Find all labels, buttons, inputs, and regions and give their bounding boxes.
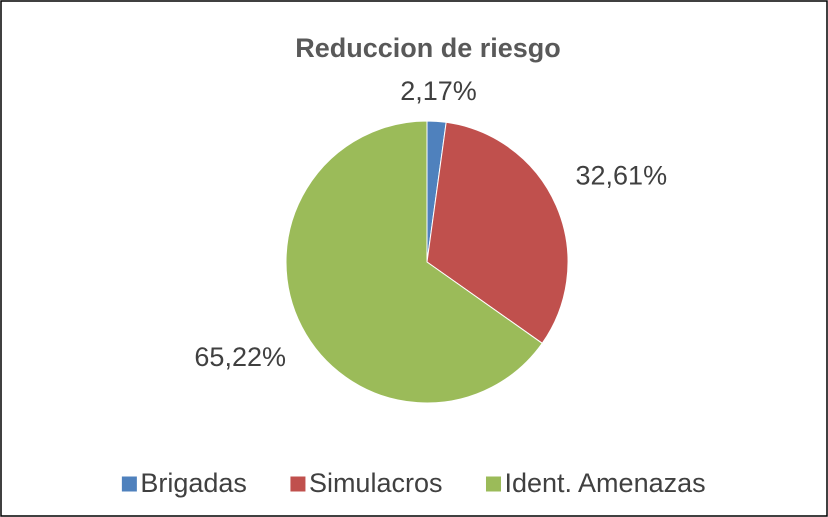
pie-slice [285, 120, 543, 404]
data-label: 32,61% [576, 161, 668, 191]
chart-title: Reduccion de riesgo [295, 33, 561, 63]
pie-slice [426, 121, 569, 344]
legend-marker [484, 475, 502, 493]
legend-marker [289, 475, 307, 493]
legend-label: Ident. Amenazas [504, 468, 705, 498]
data-label: 65,22% [194, 342, 286, 372]
legend-label: Brigadas [140, 468, 247, 498]
data-label: 2,17% [400, 76, 477, 106]
legend-marker [120, 475, 138, 493]
legend-label: Simulacros [309, 468, 443, 498]
